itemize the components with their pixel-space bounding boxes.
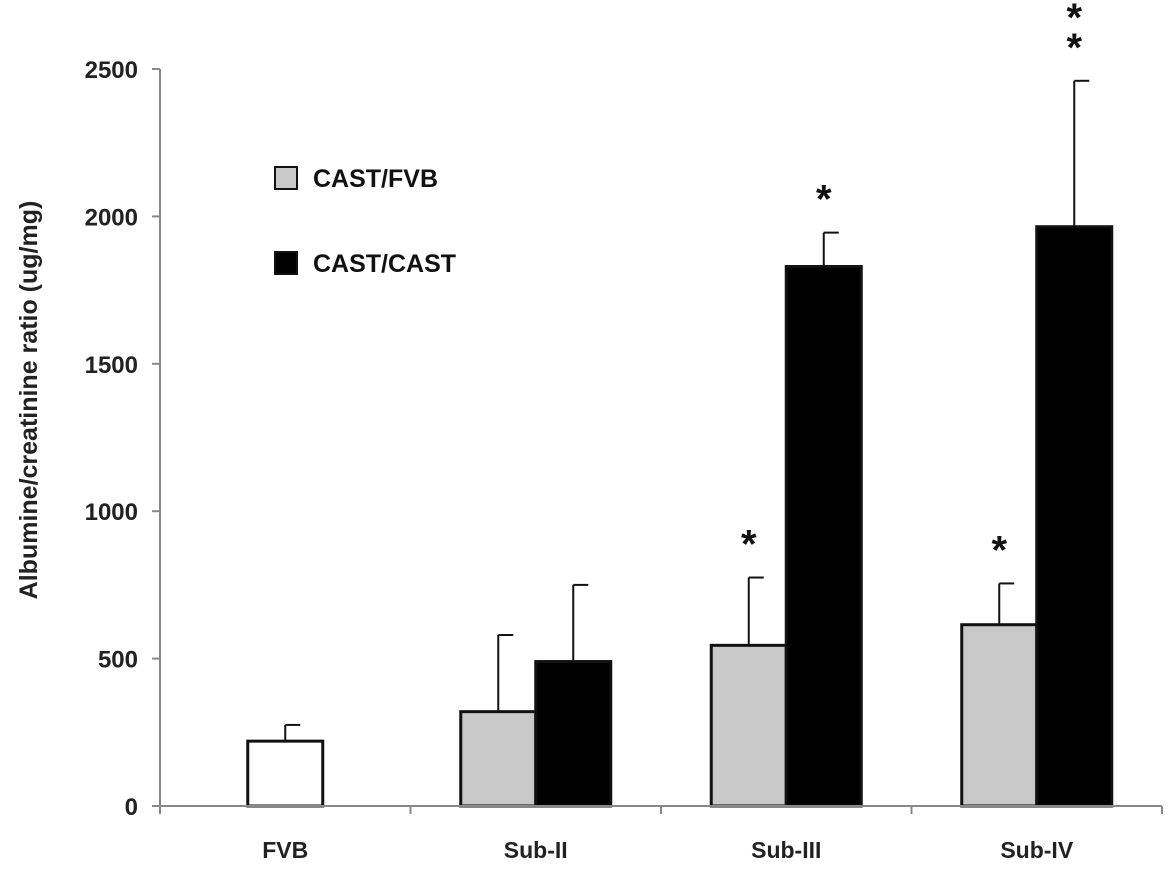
bar [709, 643, 788, 808]
legend-label: CAST/CAST [313, 250, 456, 278]
bar [534, 660, 613, 808]
y-tick-label: 2000 [85, 204, 138, 231]
significance-label: * [1066, 26, 1082, 70]
ticks-layer: 0 500 1000 1500 2000 2500 FVB Sub-II Sub-III Sub-… [85, 57, 1163, 863]
legend-swatch [274, 166, 298, 190]
x-category-label: Sub-II [504, 837, 568, 863]
significance-label: * [1066, 0, 1082, 40]
bar [1035, 225, 1114, 808]
y-tick-label: 1500 [85, 352, 138, 379]
x-category-label: Sub-IV [1000, 837, 1073, 863]
legend-label: CAST/FVB [313, 165, 438, 193]
y-axis-title: Albumine/creatinine ratio (ug/mg) [15, 201, 43, 600]
y-tick-label: 2500 [85, 57, 138, 84]
x-category-label: Sub-III [751, 837, 821, 863]
legend-swatch [274, 251, 298, 275]
significance-label: * [816, 178, 832, 222]
x-category-label: FVB [262, 837, 308, 863]
bars-layer: ***** [246, 0, 1114, 808]
bar [784, 265, 863, 808]
significance-label: * [991, 528, 1007, 572]
legend: CAST/FVB CAST/CAST [274, 165, 456, 278]
y-tick-label: 500 [98, 647, 138, 674]
significance-label: * [741, 523, 757, 567]
bar [459, 710, 538, 808]
y-tick-label: 1000 [85, 499, 138, 526]
bar [960, 623, 1039, 808]
bar [246, 739, 325, 808]
y-tick-label: 0 [125, 794, 138, 821]
